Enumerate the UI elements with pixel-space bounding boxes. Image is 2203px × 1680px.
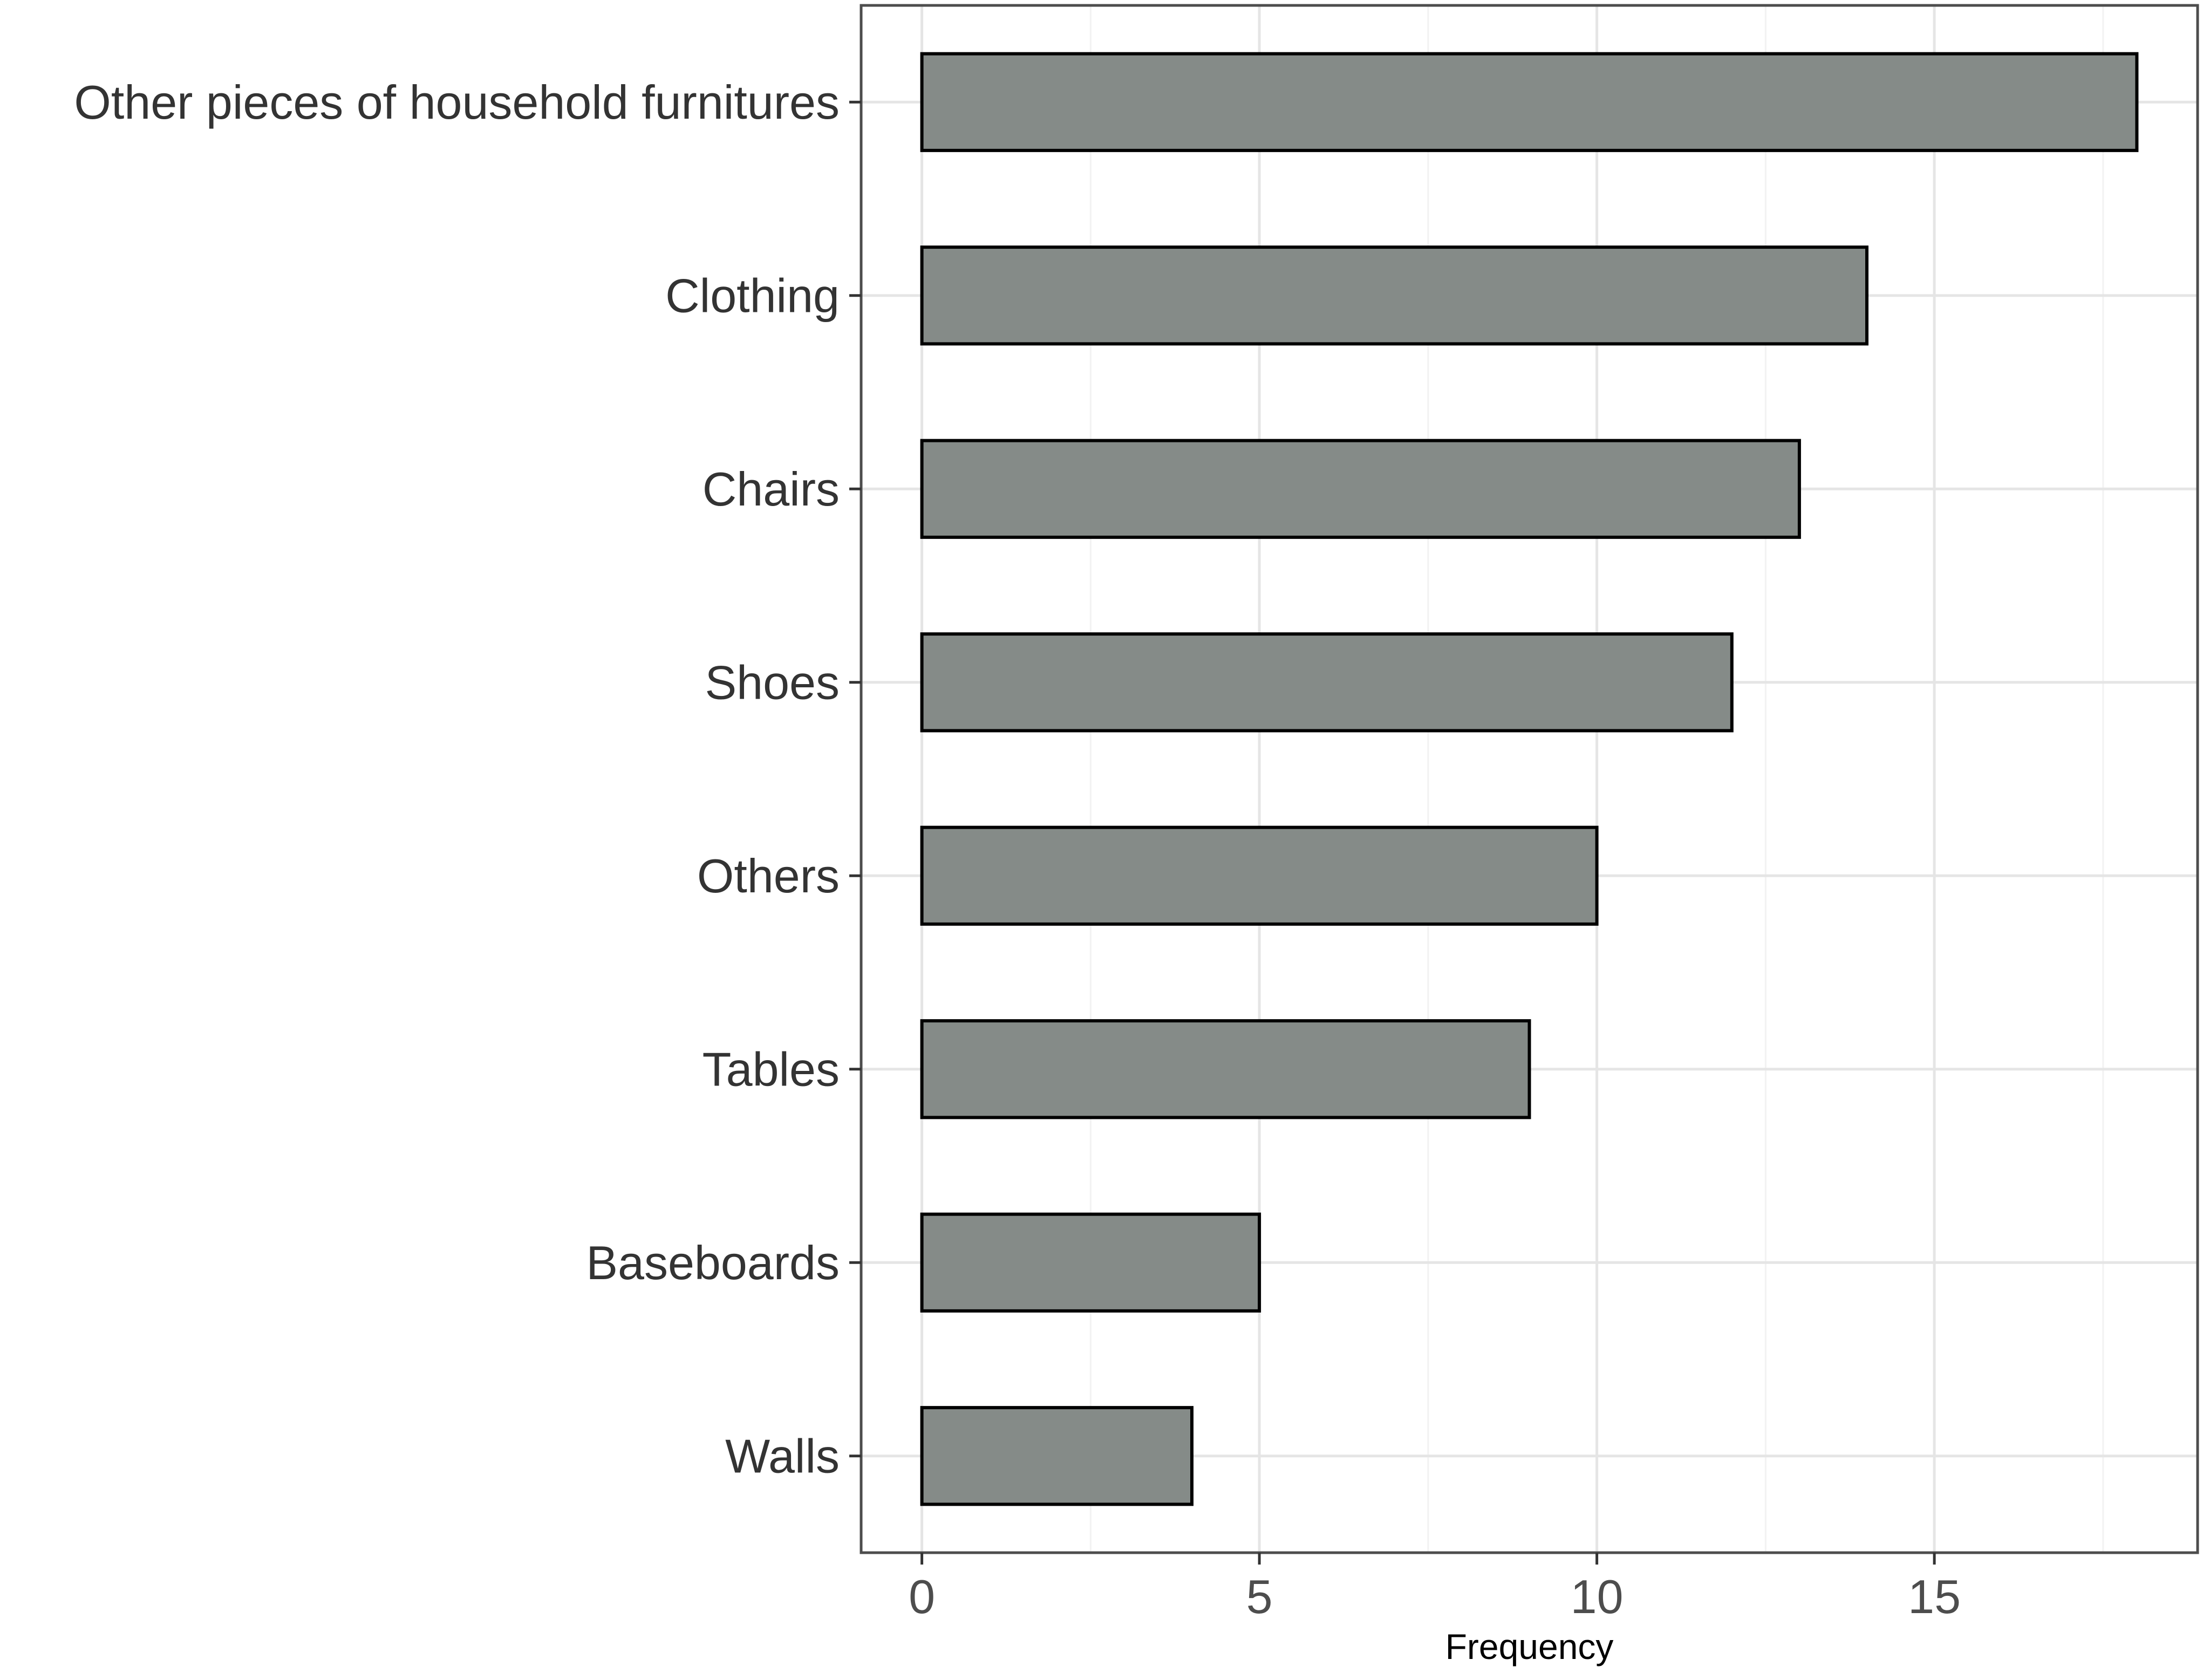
x-axis-title: Frequency: [1445, 1627, 1614, 1667]
category-label-0: Other pieces of household furnitures: [74, 76, 840, 129]
x-tick-label-3: 15: [1908, 1570, 1961, 1623]
category-label-3: Shoes: [705, 655, 840, 709]
category-label-6: Baseboards: [586, 1236, 840, 1289]
x-tick-label-0: 0: [909, 1570, 935, 1623]
bar-1: [920, 245, 1869, 346]
x-axis: 0 5 10 15: [909, 1553, 1961, 1623]
category-label-4: Others: [697, 849, 840, 903]
panel-border: [860, 4, 2199, 1554]
category-label-1: Clothing: [665, 269, 840, 322]
bar-0: [920, 52, 2139, 152]
bar-2: [920, 439, 1801, 539]
y-axis: Other pieces of household furnitures Clot…: [74, 76, 861, 1483]
bar-3: [920, 632, 1734, 733]
bar-5: [920, 1019, 1531, 1119]
bars: [920, 52, 2139, 1506]
bar-6: [920, 1212, 1261, 1313]
bar-4: [920, 825, 1599, 926]
x-tick-label-2: 10: [1571, 1570, 1624, 1623]
category-label-5: Tables: [702, 1042, 840, 1096]
x-tick-label-1: 5: [1246, 1570, 1273, 1623]
bar-7: [920, 1406, 1193, 1506]
category-label-2: Chairs: [702, 462, 840, 516]
category-label-7: Walls: [725, 1429, 840, 1483]
